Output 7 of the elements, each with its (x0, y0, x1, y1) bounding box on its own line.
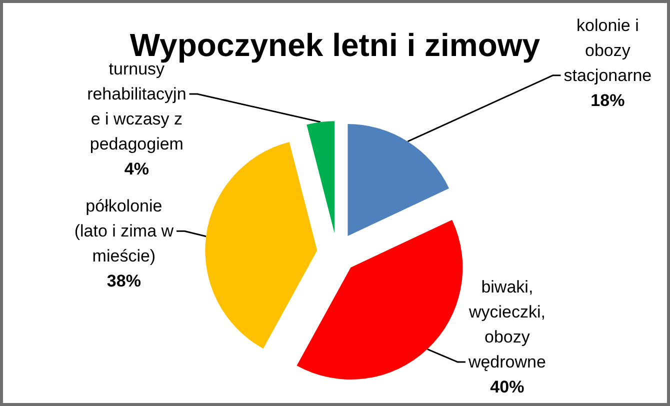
slice-label: biwaki, wycieczki, obozy wędrowne (467, 277, 546, 372)
data-label: 38% (106, 272, 141, 291)
data-label: 4% (124, 159, 149, 178)
data-label: 18% (590, 90, 625, 110)
data-label: 40% (490, 377, 524, 396)
slice-label: kolonie i obozy stacjonarne (564, 16, 652, 85)
slice-label: półkolonie (lato i zima w mieście) (74, 196, 174, 266)
